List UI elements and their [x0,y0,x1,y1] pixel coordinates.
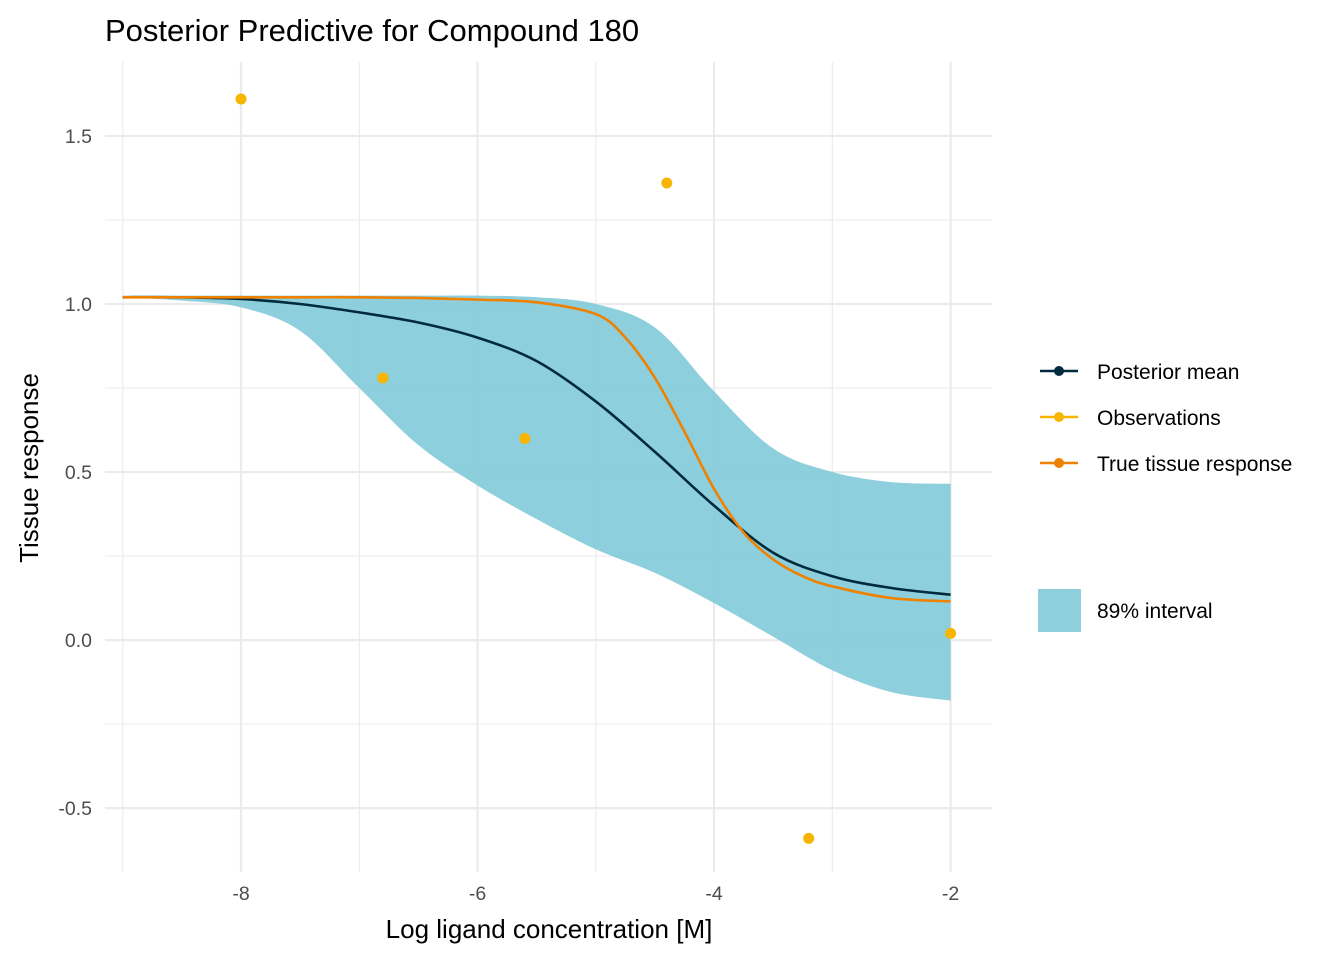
y-tick-labels: -0.5 0.0 0.5 1.0 1.5 [58,126,92,820]
lines-layer [122,295,951,603]
y-tick-label: 1.5 [65,126,92,148]
legend: Posterior mean Observations True tissue re… [1038,361,1292,632]
legend-label: 89% interval [1097,600,1213,623]
chart-title: Posterior Predictive for Compound 180 [105,13,639,48]
points-layer [235,93,957,844]
x-axis-title: Log ligand concentration [M] [386,914,713,944]
legend-key-point [1054,366,1064,376]
y-tick-label: 1.0 [65,294,92,316]
legend-key-point [1054,458,1064,468]
y-tick-label: 0.0 [65,630,92,652]
observation-point [661,177,673,189]
y-tick-label: -0.5 [58,798,92,820]
observation-point [235,93,247,105]
legend-label: True tissue response [1097,453,1292,476]
x-tick-label: -4 [705,883,722,905]
series-line-posterior-mean [122,295,951,597]
x-tick-label: -8 [232,883,249,905]
y-tick-label: 0.5 [65,462,92,484]
observation-point [803,832,815,844]
x-tick-label: -6 [469,883,486,905]
x-tick-label: -2 [942,883,959,905]
x-tick-labels: -8 -6 -4 -2 [232,883,959,905]
observation-point [519,432,531,444]
legend-label: Observations [1097,407,1221,430]
band-layer [122,295,951,701]
legend-label: Posterior mean [1097,361,1239,384]
interval-band [122,295,951,701]
legend-key-band [1038,589,1081,632]
observation-point [377,372,389,384]
y-axis-title: Tissue response [14,373,44,563]
legend-key-point [1054,412,1064,422]
series-line-true-tissue-response [122,295,951,603]
observation-point [945,627,957,639]
